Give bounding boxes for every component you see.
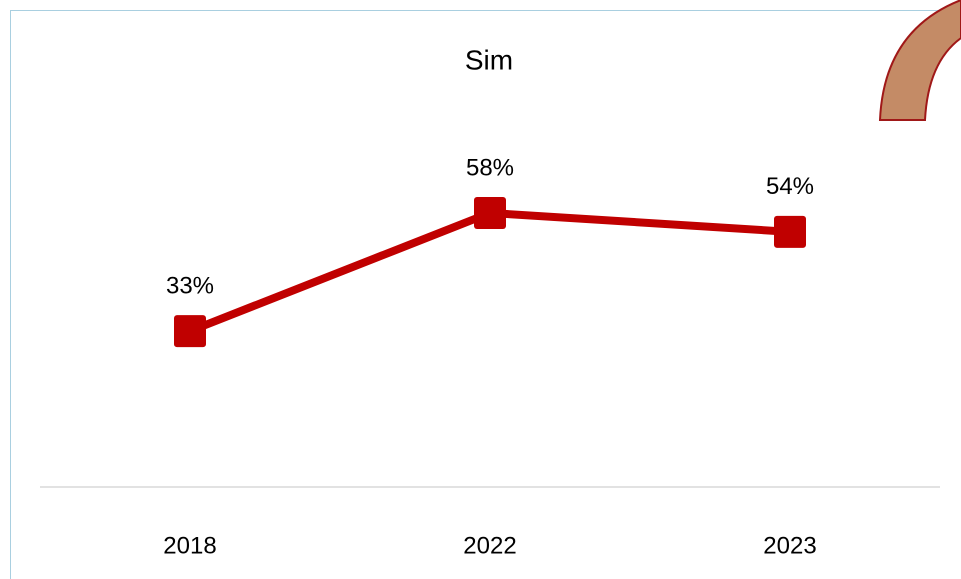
chart-title: Sim bbox=[465, 44, 513, 75]
data-label: 54% bbox=[766, 173, 814, 200]
x-tick-label: 2018 bbox=[163, 532, 216, 559]
x-tick-label: 2023 bbox=[763, 532, 816, 559]
data-label: 58% bbox=[466, 154, 514, 181]
data-label: 33% bbox=[166, 272, 214, 299]
marker bbox=[174, 315, 206, 348]
marker bbox=[774, 215, 806, 248]
marker bbox=[474, 196, 506, 229]
x-tick-label: 2022 bbox=[463, 532, 516, 559]
chart-border bbox=[10, 10, 961, 579]
